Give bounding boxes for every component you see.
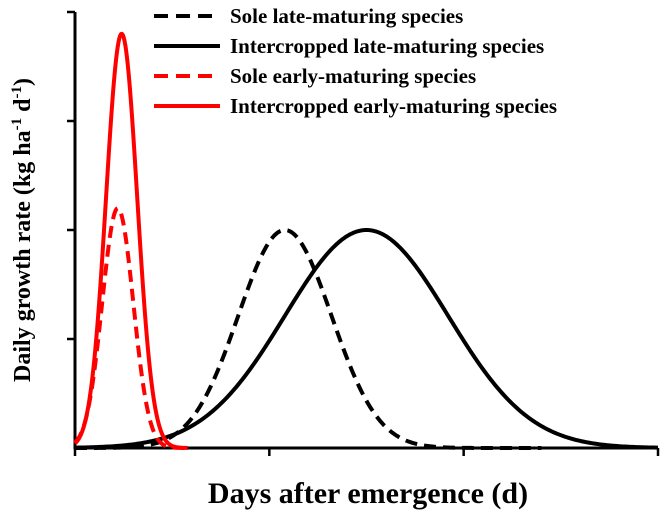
legend-label-1: Sole late-maturing species: [230, 4, 463, 28]
y-label-mid: d: [10, 98, 36, 118]
legend: Sole late-maturing species Intercropped l…: [154, 4, 557, 118]
series-line-3: [73, 206, 190, 450]
axes: [67, 10, 660, 456]
y-label-sup2: -1: [9, 86, 25, 99]
y-label-main: Daily growth rate (kg ha: [10, 130, 36, 382]
y-label-sup1: -1: [9, 118, 25, 131]
x-axis-label: Days after emergence (d): [208, 477, 528, 510]
legend-label-3: Sole early-maturing species: [230, 64, 476, 88]
series-line-2: [74, 228, 659, 450]
series-line-4: [73, 31, 190, 450]
y-axis-label: Daily growth rate (kg ha-1 d-1): [9, 78, 36, 382]
legend-label-2: Intercropped late-maturing species: [230, 34, 544, 58]
y-label-end: ): [10, 78, 36, 86]
curves: [73, 31, 659, 450]
series-line-1: [74, 228, 542, 450]
legend-label-4: Intercropped early-maturing species: [230, 94, 557, 118]
